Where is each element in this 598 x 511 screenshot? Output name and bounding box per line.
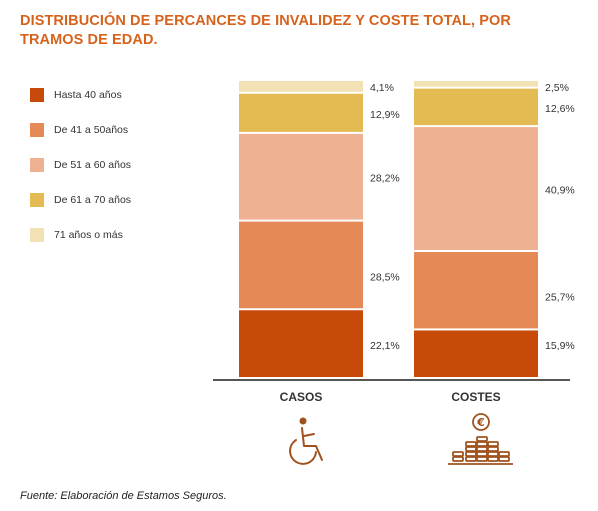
bar-segment [239, 221, 363, 309]
bar-segment [414, 81, 538, 87]
chart-title: DISTRIBUCIÓN DE PERCANCES DE INVALIDEZ Y… [20, 12, 580, 50]
legend-swatch [30, 88, 44, 102]
legend-swatch [30, 123, 44, 137]
data-label: 15,9% [545, 340, 575, 352]
bar-segment [414, 251, 538, 329]
chart-title-line-1: DISTRIBUCIÓN DE PERCANCES DE INVALIDEZ Y… [20, 13, 511, 29]
bar-segment [414, 330, 538, 377]
data-label: 12,9% [370, 109, 400, 121]
stacked-bar-chart: 22,1% 28,5% 28,2% 12,9% 4,1% CASOS 15,9% 25,7% 4… [213, 81, 575, 465]
bar-segment [239, 133, 363, 220]
category-label: CASOS [280, 390, 323, 404]
legend-label: De 51 a 60 años [54, 159, 132, 171]
bar-segment [239, 93, 363, 132]
wheelchair-icon [289, 417, 323, 465]
data-label: 12,6% [545, 103, 575, 115]
data-label: 22,1% [370, 340, 400, 352]
data-label: 28,5% [370, 271, 400, 283]
source-note: Fuente: Elaboración de Estamos Seguros. [20, 490, 227, 502]
bar-segment [239, 310, 363, 377]
bar-segment [239, 81, 363, 92]
category-label: COSTES [451, 390, 500, 404]
data-label: 25,7% [545, 291, 575, 303]
legend-swatch [30, 193, 44, 207]
legend-label: 71 años o más [54, 229, 123, 241]
legend-swatch [30, 228, 44, 242]
legend-label: Hasta 40 años [54, 89, 122, 101]
euro-coins-icon: € [448, 413, 513, 465]
data-label: 40,9% [545, 185, 575, 197]
legend-swatch [30, 158, 44, 172]
bar-segment [414, 88, 538, 126]
data-label: 2,5% [545, 82, 569, 94]
legend-label: De 41 a 50años [54, 124, 129, 136]
data-label: 4,1% [370, 82, 394, 94]
bar-segment [414, 127, 538, 250]
legend-label: De 61 a 70 años [54, 194, 132, 206]
chart-title-line-2: TRAMOS DE EDAD. [20, 32, 158, 48]
svg-text:€: € [476, 416, 485, 429]
data-label: 28,2% [370, 173, 400, 185]
